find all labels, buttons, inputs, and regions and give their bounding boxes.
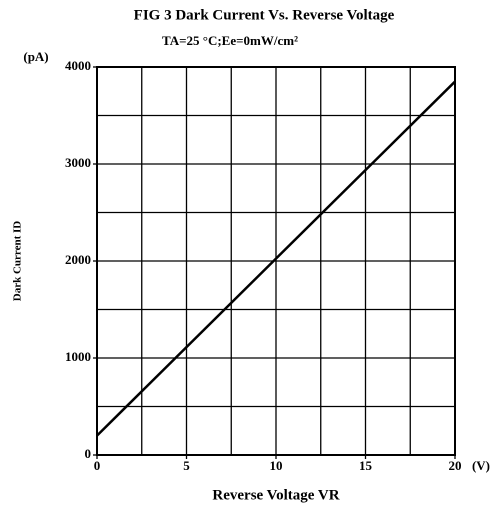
y-tick-label: 4000 [65, 58, 91, 73]
y-axis-title: Dark Current ID [12, 221, 24, 302]
y-tick-label: 1000 [65, 349, 91, 364]
y-tick-label: 2000 [65, 252, 91, 267]
y-tick-label: 3000 [65, 155, 91, 170]
x-unit: (V) [472, 458, 490, 473]
x-tick-label: 10 [270, 458, 283, 473]
chart-title: FIG 3 Dark Current Vs. Reverse Voltage [134, 7, 395, 23]
chart-subtitle: TA=25 °C;Ee=0mW/cm² [162, 33, 298, 48]
x-tick-label: 20 [449, 458, 462, 473]
x-axis-title: Reverse Voltage VR [212, 487, 339, 503]
x-tick-label: 0 [94, 458, 101, 473]
x-tick-label: 5 [183, 458, 190, 473]
y-tick-label: 0 [85, 446, 92, 461]
x-tick-label: 15 [359, 458, 373, 473]
y-unit: (pA) [23, 49, 48, 64]
data-line [96, 80, 456, 437]
